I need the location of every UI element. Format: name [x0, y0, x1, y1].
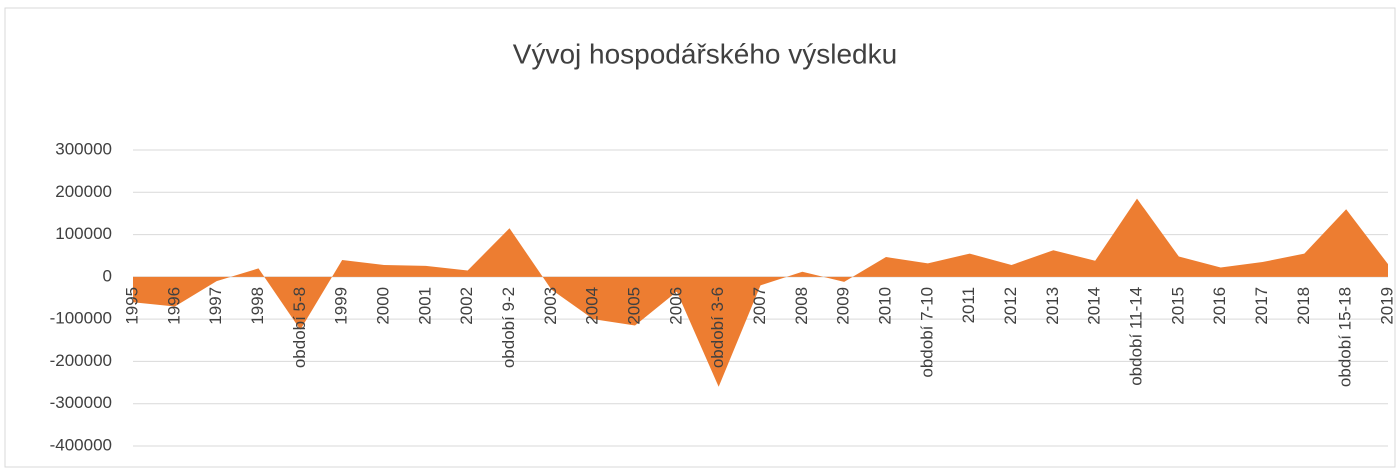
y-tick-label: 200000 — [55, 182, 112, 201]
x-tick-label: období 5-8 — [290, 287, 309, 368]
x-tick-label: období 15-18 — [1336, 287, 1355, 387]
x-tick-label: 2004 — [583, 287, 602, 325]
chart-frame — [4, 7, 1396, 468]
x-tick-label: 1998 — [248, 287, 267, 325]
x-tick-label: 1996 — [164, 287, 183, 325]
x-tick-label: 2017 — [1252, 287, 1271, 325]
x-tick-label: 2006 — [666, 287, 685, 325]
x-tick-label: 2007 — [750, 287, 769, 325]
x-tick-label: období 11-14 — [1126, 287, 1145, 386]
x-tick-label: 2001 — [415, 287, 434, 325]
x-tick-label: období 7-10 — [917, 287, 936, 378]
y-tick-label: 100000 — [55, 224, 112, 243]
x-tick-label: 2005 — [624, 287, 643, 325]
x-tick-label: období 9-2 — [499, 287, 518, 368]
y-tick-label: 0 — [103, 266, 112, 285]
x-tick-label: 2010 — [875, 287, 894, 325]
x-tick-label: 2015 — [1168, 287, 1187, 325]
labels: 1995 1996 1997 1998 období 5-8 1999 2000 2001 20… — [122, 287, 1396, 387]
x-tick-label: 2008 — [792, 287, 811, 325]
x-tick-label: 1999 — [332, 287, 351, 325]
x-tick-label: 2018 — [1294, 287, 1313, 325]
x-tick-label: 2003 — [541, 287, 560, 325]
y-tick-label: 300000 — [55, 139, 112, 158]
x-tick-label: 2016 — [1210, 287, 1229, 325]
x-tick-label: období 3-6 — [708, 287, 727, 368]
x-tick-label: 2009 — [834, 287, 853, 325]
x-tick-label: 2014 — [1085, 287, 1104, 325]
x-tick-label: 2013 — [1043, 287, 1062, 325]
y-tick-label: -200000 — [50, 351, 112, 370]
x-tick-label: 2000 — [373, 287, 392, 325]
y-tick-label: -100000 — [50, 309, 112, 328]
x-tick-label: 2012 — [1001, 287, 1020, 325]
x-tick-label: 2011 — [959, 287, 978, 324]
x-tick-label: 2002 — [457, 287, 476, 325]
chart-title: Vývoj hospodářského výsledku — [513, 38, 897, 69]
x-tick-label: 1995 — [122, 287, 141, 325]
y-tick-label: -400000 — [50, 435, 112, 454]
y-tick-label: -300000 — [50, 393, 112, 412]
x-tick-label: 2019 — [1377, 287, 1396, 325]
x-tick-label: 1997 — [206, 287, 225, 325]
